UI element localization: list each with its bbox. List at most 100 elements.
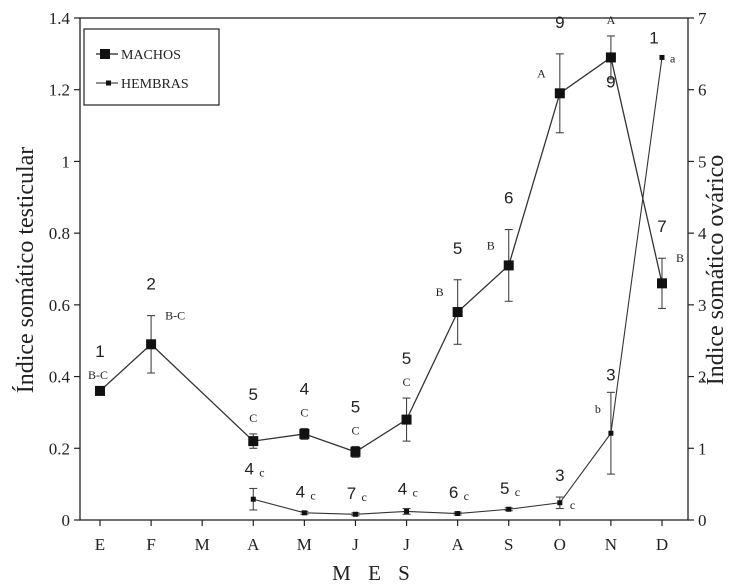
legend-label-hembras: HEMBRAS bbox=[121, 77, 189, 92]
sample-size-label: 5 bbox=[249, 385, 258, 404]
significance-letter: a bbox=[670, 51, 676, 65]
y-right-tick-label: 3 bbox=[698, 296, 707, 315]
x-tick-label: N bbox=[605, 535, 617, 554]
y-right-tick-label: 7 bbox=[698, 9, 707, 28]
sample-size-label: 4 bbox=[300, 380, 309, 399]
significance-letter: c bbox=[310, 488, 315, 502]
data-point-machos bbox=[401, 414, 412, 425]
data-point-machos bbox=[605, 52, 616, 63]
significance-letter: c bbox=[259, 465, 264, 479]
sample-size-label: 3 bbox=[606, 365, 615, 384]
sample-size-label: 2 bbox=[146, 275, 155, 294]
sample-size-label: 1 bbox=[95, 342, 104, 361]
significance-letter: b bbox=[595, 402, 601, 416]
significance-letter: A bbox=[607, 13, 616, 27]
x-tick-label: A bbox=[247, 535, 260, 554]
y-left-tick-label: 1.2 bbox=[49, 81, 70, 100]
y-right-tick-label: 1 bbox=[698, 439, 707, 458]
x-tick-label: A bbox=[451, 535, 464, 554]
y-right-tick-label: 4 bbox=[698, 224, 707, 243]
x-tick-label: D bbox=[656, 535, 668, 554]
significance-letter: B bbox=[676, 251, 684, 265]
chart-series bbox=[95, 35, 667, 517]
data-point-machos bbox=[248, 436, 259, 447]
sample-size-label: 7 bbox=[657, 217, 666, 236]
sample-size-label: 4 bbox=[245, 459, 254, 478]
significance-letter: C bbox=[403, 375, 411, 389]
y-left-tick-label: 0.2 bbox=[49, 439, 70, 458]
legend-label-machos: MACHOS bbox=[121, 48, 181, 63]
data-point-machos bbox=[657, 278, 667, 289]
significance-letter: B-C bbox=[165, 309, 185, 323]
sample-size-label: 5 bbox=[453, 239, 462, 258]
legend-marker-machos bbox=[100, 49, 110, 59]
chart-axes: 0 0.2 0.4 0.6 0.8 1 1.2 1.4 0 1 2 3 4 5 6 7 E F M A M J J A S O N D bbox=[49, 9, 707, 554]
x-tick-label: J bbox=[352, 535, 359, 554]
y-axis-right-title: Índice somático ovárico bbox=[703, 155, 729, 386]
data-point-hembras bbox=[455, 511, 461, 517]
data-point-machos bbox=[452, 307, 463, 318]
significance-letter: c bbox=[515, 485, 520, 499]
x-tick-label: E bbox=[95, 535, 105, 554]
y-right-tick-label: 5 bbox=[698, 152, 707, 171]
significance-letter: C bbox=[351, 423, 359, 437]
sample-size-label: 3 bbox=[555, 466, 564, 485]
data-point-machos bbox=[503, 260, 514, 271]
sample-size-label: 4 bbox=[296, 482, 305, 501]
sample-size-label: 5 bbox=[402, 349, 411, 368]
y-left-tick-label: 1 bbox=[62, 152, 71, 171]
sample-size-label: 5 bbox=[351, 397, 360, 416]
x-tick-label: J bbox=[403, 535, 410, 554]
y-left-tick-label: 0 bbox=[62, 511, 71, 530]
sample-size-label: 7 bbox=[347, 484, 356, 503]
y-left-tick-label: 0.6 bbox=[49, 296, 70, 315]
x-tick-label: S bbox=[504, 535, 513, 554]
sample-size-label: 6 bbox=[449, 483, 458, 502]
x-axis-title: M E S bbox=[332, 561, 416, 585]
sample-size-label: 9 bbox=[555, 13, 564, 32]
y-left-tick-label: 0.4 bbox=[49, 368, 71, 387]
data-point-machos bbox=[350, 446, 361, 457]
sample-size-label: 9 bbox=[606, 72, 615, 91]
sample-size-label: 1 bbox=[649, 28, 658, 47]
data-point-machos bbox=[95, 385, 105, 396]
plot-frame bbox=[79, 17, 689, 521]
significance-letter: B bbox=[436, 285, 444, 299]
data-point-hembras bbox=[659, 54, 665, 60]
y-right-tick-label: 0 bbox=[698, 511, 707, 530]
legend-box bbox=[83, 28, 220, 106]
significance-letter: c bbox=[570, 498, 575, 512]
significance-letter: C bbox=[249, 411, 257, 425]
x-tick-label: M bbox=[297, 535, 312, 554]
significance-letter: c bbox=[464, 489, 469, 503]
data-point-machos bbox=[299, 428, 310, 439]
data-point-machos bbox=[554, 88, 565, 99]
significance-letter: c bbox=[413, 486, 418, 500]
data-point-hembras bbox=[506, 506, 512, 512]
series-line-machos bbox=[99, 56, 663, 453]
data-point-hembras bbox=[557, 500, 563, 506]
data-point-hembras bbox=[250, 496, 256, 502]
data-point-hembras bbox=[404, 508, 410, 514]
y-left-tick-label: 0.8 bbox=[49, 224, 70, 243]
x-tick-label: O bbox=[554, 535, 566, 554]
data-point-machos bbox=[146, 339, 157, 350]
significance-letter: B bbox=[487, 238, 495, 252]
data-point-hembras bbox=[608, 430, 614, 436]
x-tick-label: F bbox=[146, 535, 155, 554]
significance-letter: C bbox=[300, 406, 308, 420]
sample-size-label: 4 bbox=[398, 480, 407, 499]
y-left-tick-label: 1.4 bbox=[49, 9, 71, 28]
x-tick-label: M bbox=[195, 535, 210, 554]
significance-letter: B-C bbox=[88, 368, 108, 382]
sample-size-label: 6 bbox=[504, 189, 513, 208]
chart-legend: MACHOS HEMBRAS bbox=[83, 28, 220, 106]
sample-size-label: 5 bbox=[500, 479, 509, 498]
data-point-hembras bbox=[301, 510, 307, 516]
y-axis-left-title: Índice somático testicular bbox=[13, 147, 39, 394]
significance-letter: A bbox=[537, 66, 546, 80]
y-right-tick-label: 2 bbox=[698, 368, 707, 387]
